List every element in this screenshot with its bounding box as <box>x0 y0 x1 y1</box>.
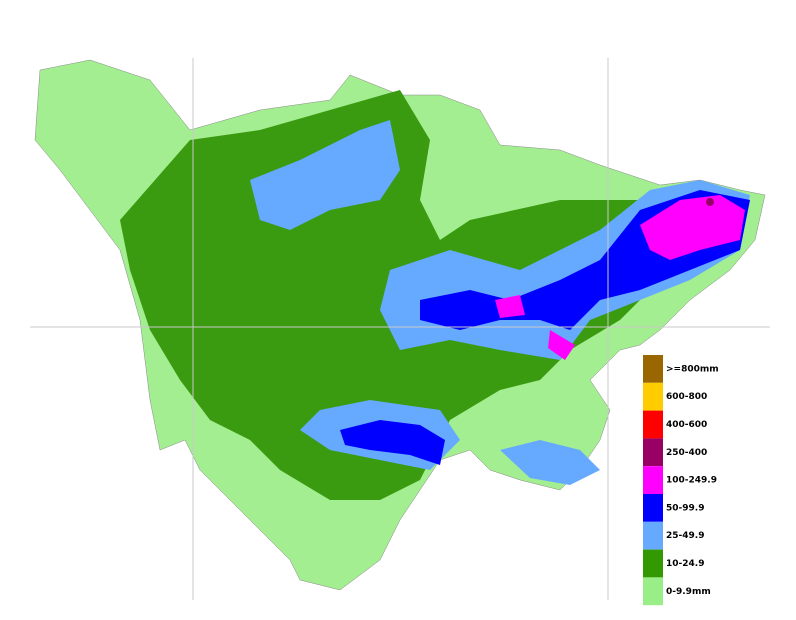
magenta-zone <box>548 330 575 360</box>
light-blue-zone <box>250 120 400 230</box>
legend-label: 25-49.9 <box>666 531 704 541</box>
legend-label: 10-24.9 <box>666 559 704 569</box>
magenta-zone <box>495 295 525 318</box>
legend-label: 250-400 <box>666 448 707 458</box>
legend-swatch <box>643 382 663 411</box>
legend-swatch <box>643 521 663 550</box>
legend-swatch <box>643 438 663 467</box>
legend-label: 100-249.9 <box>666 476 717 486</box>
legend-label: 0-9.9mm <box>666 587 711 597</box>
legend-swatch <box>643 410 663 439</box>
legend-swatch <box>643 549 663 578</box>
legend-label: 400-600 <box>666 420 707 430</box>
legend-swatch <box>643 355 663 383</box>
blue-zone <box>340 420 445 465</box>
magenta-zone <box>640 195 745 260</box>
legend-label: 50-99.9 <box>666 503 704 513</box>
legend-label: >=800mm <box>666 364 719 374</box>
legend-swatch <box>643 466 663 494</box>
legend-label: 600-800 <box>666 392 707 402</box>
legend-swatch <box>643 494 663 522</box>
graticule <box>30 58 770 600</box>
legend-swatch <box>643 577 663 606</box>
legend: >=800mm 600-800 400-600 250-400 100-249.9 50-… <box>643 355 719 606</box>
maroon-spot <box>706 198 714 206</box>
light-blue-zone <box>500 440 600 485</box>
map-regions <box>34 59 766 591</box>
